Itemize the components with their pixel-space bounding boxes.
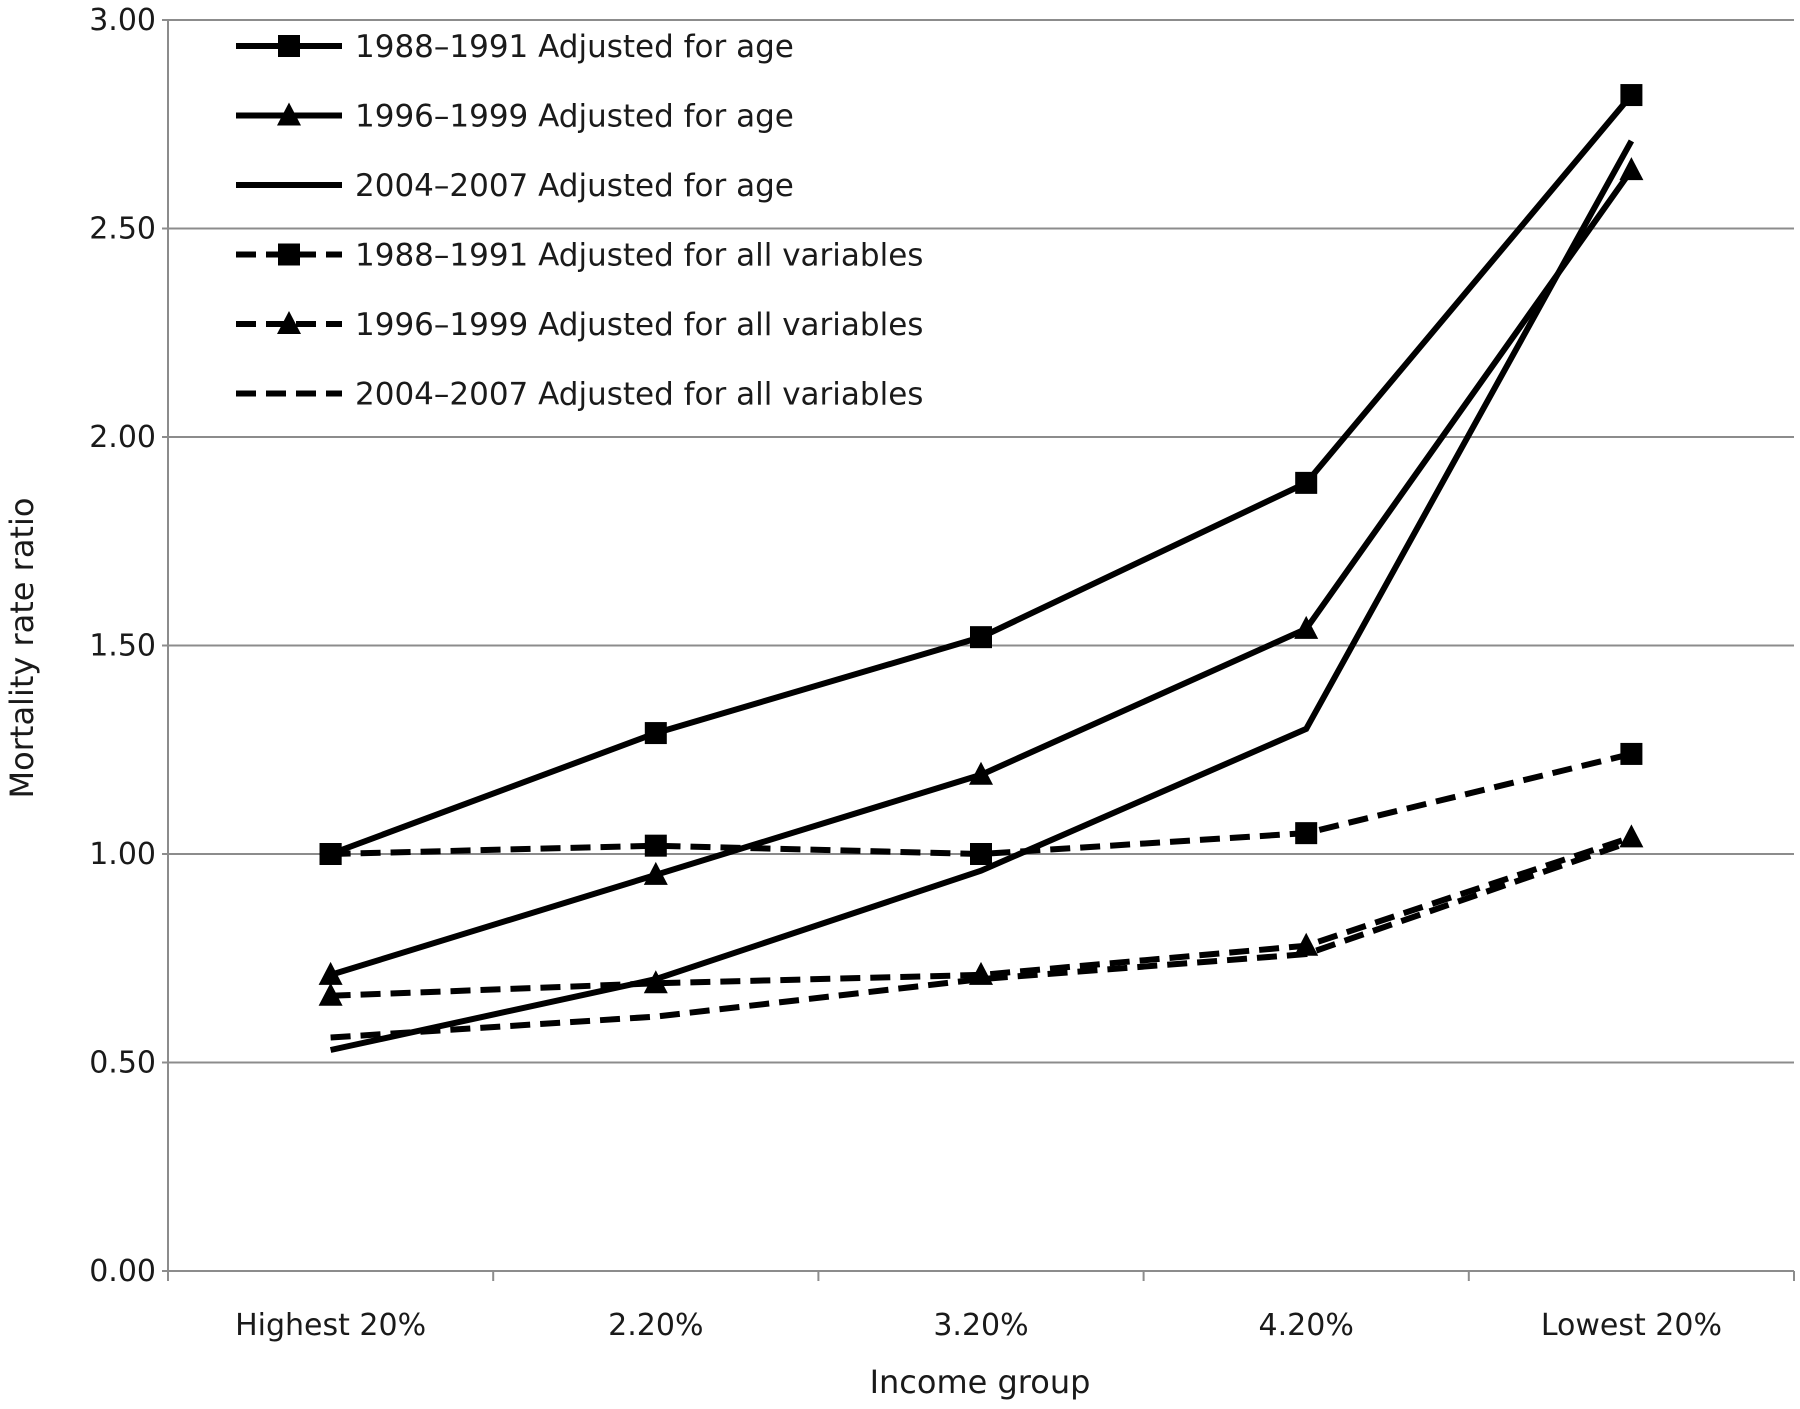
triangle-marker (1619, 157, 1644, 181)
series-line (329, 93, 1634, 857)
square-marker (1620, 742, 1643, 765)
x-tick-label: 2.20% (608, 1308, 703, 1343)
square-marker (1295, 471, 1318, 494)
triangle-marker (643, 861, 668, 885)
legend-item-2: 1996–1999 Adjusted for age (236, 99, 794, 135)
series-line (330, 838, 1633, 1041)
x-tick-label: 4.20% (1259, 1308, 1354, 1343)
y-tick-label: 1.50 (89, 629, 156, 664)
square-marker (970, 843, 992, 865)
series-6 (330, 838, 1633, 1041)
series-2 (318, 157, 1644, 985)
y-tick-label: 0.50 (89, 1046, 156, 1081)
legend-item-4: 1988–1991 Adjusted for all variables (236, 238, 923, 274)
triangle-marker (643, 970, 668, 994)
square-marker (970, 626, 992, 649)
y-tick-label: 0.00 (89, 1254, 156, 1289)
series-line (330, 750, 1633, 858)
series-4 (319, 742, 1643, 865)
legend-label: 1988–1991 Adjusted for all variables (355, 238, 923, 274)
square-marker (1295, 822, 1318, 845)
y-tick-labels: 0.00 0.50 1.00 1.50 2.00 2.50 3.00 (89, 3, 156, 1289)
legend-label: 2004–2007 Adjusted for all variables (355, 377, 923, 413)
legend-square-marker (278, 243, 300, 266)
y-tick-label: 2.50 (89, 212, 156, 247)
x-axis-label: Income group (870, 1363, 1091, 1401)
triangle-marker (1619, 824, 1644, 848)
legend-item-5: 1996–1999 Adjusted for all variables (236, 307, 923, 343)
triangle-marker (318, 982, 343, 1006)
square-marker (1620, 84, 1643, 107)
series-line (330, 834, 1633, 999)
legend-item-6: 2004–2007 Adjusted for all variables (236, 377, 923, 413)
y-tick-label: 1.00 (89, 837, 156, 872)
series-line (329, 139, 1635, 1053)
triangle-marker (969, 761, 993, 785)
series-3 (329, 139, 1635, 1053)
y-tick-label: 3.00 (89, 3, 156, 38)
x-tick-label: Highest 20% (235, 1308, 426, 1343)
legend-label: 1996–1999 Adjusted for all variables (355, 307, 923, 343)
x-tick-label: 3.20% (933, 1308, 1028, 1343)
legend-square-marker (278, 35, 300, 57)
square-marker (644, 722, 667, 745)
legend-item-3: 2004–2007 Adjusted for age (236, 168, 794, 204)
triangle-marker (1294, 615, 1319, 639)
square-marker (319, 843, 342, 865)
legend-triangle-marker (277, 102, 301, 126)
legend-label: 2004–2007 Adjusted for age (355, 168, 794, 204)
square-marker (644, 834, 667, 857)
series-lines (318, 84, 1644, 1053)
x-tick-labels: Highest 20% 2.20% 3.20% 4.20% Lowest 20% (235, 1308, 1722, 1343)
triangle-marker (318, 961, 343, 985)
legend-label: 1988–1991 Adjusted for age (355, 29, 794, 65)
axes (162, 19, 1795, 1281)
legend-label: 1996–1999 Adjusted for age (355, 99, 794, 135)
y-tick-label: 2.00 (89, 420, 156, 455)
triangle-marker (1294, 932, 1319, 956)
x-tick-label: Lowest 20% (1541, 1308, 1722, 1343)
y-axis-label: Mortality rate ratio (3, 498, 41, 799)
legend: 1988–1991 Adjusted for age 1996–1999 Adju… (236, 29, 923, 413)
legend-item-1: 1988–1991 Adjusted for age (236, 29, 794, 65)
legend-triangle-marker (277, 311, 301, 334)
